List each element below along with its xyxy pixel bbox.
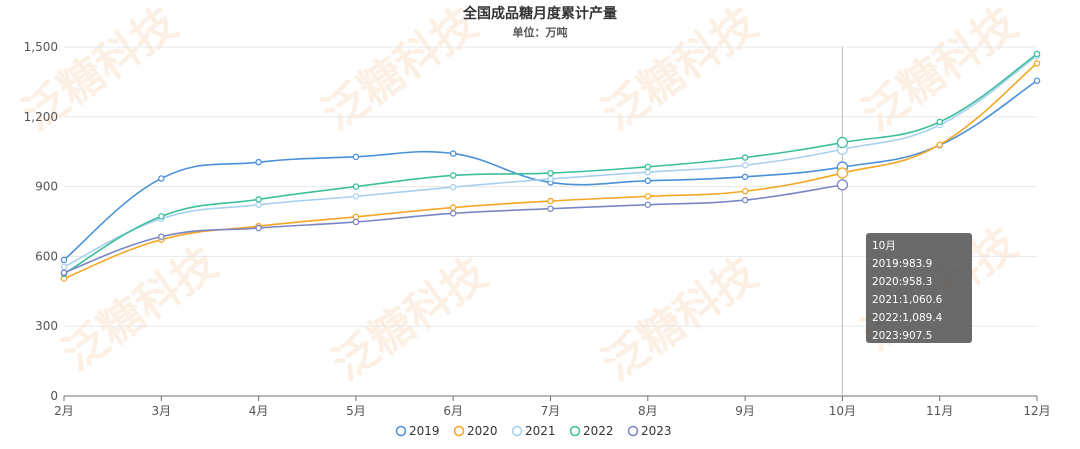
data-point[interactable] [644,201,652,208]
data-point[interactable] [741,188,749,195]
chart-title: 全国成品糖月度累计产量 [462,5,617,22]
data-point[interactable] [352,153,360,161]
data-point[interactable] [352,183,360,190]
legend-label: 2019 [409,424,440,438]
tooltip-header: 10月 [872,240,896,252]
y-tick-label: 300 [35,319,58,333]
y-tick-label: 0 [50,389,58,403]
x-tick-label: 8月 [638,404,658,418]
y-tick-label: 1,200 [24,110,58,124]
data-point[interactable] [936,141,943,148]
data-point[interactable] [936,118,943,126]
watermark-text: 泛糖科技 [323,248,496,391]
tooltip-line: 2019:983.9 [872,258,932,270]
data-point[interactable] [352,213,360,221]
x-axis: 2月 3月 4月 5月 6月 7月 8月 9月 10月 11月 12月 [54,395,1051,418]
data-point[interactable] [741,196,749,204]
watermark-text: 泛糖科技 [593,0,766,141]
data-point[interactable] [741,154,749,161]
series-lines [60,50,1041,282]
x-tick-label: 9月 [735,404,755,418]
data-point[interactable] [449,150,457,157]
x-tick-label: 3月 [151,404,171,418]
legend-marker-icon [511,425,523,437]
x-tick-label: 10月 [829,404,856,418]
tooltip-line: 2020:958.3 [872,276,932,288]
legend-label: 2022 [583,424,614,438]
data-point[interactable] [547,169,554,177]
data-point[interactable] [547,175,554,183]
data-point[interactable] [352,193,360,200]
data-point[interactable] [60,256,68,264]
series-2023 [60,179,849,276]
x-tick-label: 6月 [443,404,463,418]
data-point[interactable] [60,263,68,271]
y-tick-label: 1,500 [24,40,58,54]
tooltip-line: 2021:1,060.6 [872,294,943,306]
data-point[interactable] [158,175,165,182]
y-tick-label: 900 [35,180,58,194]
x-tick-label: 7月 [541,404,561,418]
legend-marker-icon [627,425,639,437]
data-point[interactable] [741,173,749,181]
data-point[interactable] [1033,50,1041,58]
data-point[interactable] [547,205,554,212]
x-tick-label: 2月 [54,404,74,418]
data-point[interactable] [449,204,457,211]
data-point[interactable] [836,167,849,179]
legend-marker-icon [569,425,581,437]
data-point[interactable] [644,193,652,200]
data-point[interactable] [255,224,262,232]
legend-label: 2021 [525,424,556,438]
legend-label: 2020 [467,424,498,438]
legend-item-2023[interactable]: 2023 [627,424,672,438]
data-point[interactable] [60,269,68,276]
data-point[interactable] [836,136,849,149]
data-point[interactable] [1033,60,1041,67]
legend-label: 2023 [641,424,672,438]
chart-subtitle: 单位：万吨 [513,25,568,39]
data-point[interactable] [352,218,360,226]
data-point[interactable] [644,177,652,185]
watermark-text: 泛糖科技 [593,248,766,391]
data-point[interactable] [449,183,457,191]
legend-item-2019[interactable]: 2019 [395,424,440,438]
legend[interactable]: 2019 2020 2021 2022 2023 [395,424,672,438]
y-axis: 0 300 600 900 1,200 1,500 [24,40,58,403]
data-point[interactable] [449,210,457,217]
data-point[interactable] [1033,77,1041,84]
data-point[interactable] [644,163,652,171]
legend-marker-icon [395,425,407,437]
tooltip: 10月 2019:983.9 2020:958.3 2021:1,060.6 2022:… [866,233,972,343]
data-point[interactable] [741,161,749,169]
tooltip-box [866,233,972,343]
x-tick-label: 11月 [926,404,953,418]
data-point[interactable] [547,197,554,205]
legend-item-2020[interactable]: 2020 [453,424,498,438]
data-point[interactable] [255,196,262,203]
data-point[interactable] [255,158,262,166]
series-2022 [60,50,1041,278]
data-point[interactable] [836,179,849,191]
data-point[interactable] [255,201,262,208]
x-tick-label: 12月 [1023,404,1050,418]
legend-item-2022[interactable]: 2022 [569,424,614,438]
tooltip-line: 2023:907.5 [872,330,932,342]
data-point[interactable] [158,233,165,240]
data-point[interactable] [644,168,652,176]
x-tick-label: 5月 [346,404,366,418]
y-tick-label: 600 [35,249,58,263]
legend-marker-icon [453,425,465,437]
tooltip-line: 2022:1,089.4 [872,312,943,324]
legend-item-2021[interactable]: 2021 [511,424,556,438]
data-point[interactable] [449,172,457,179]
data-point[interactable] [158,213,165,220]
x-tick-label: 4月 [249,404,269,418]
watermark-text: 泛糖科技 [313,0,486,141]
